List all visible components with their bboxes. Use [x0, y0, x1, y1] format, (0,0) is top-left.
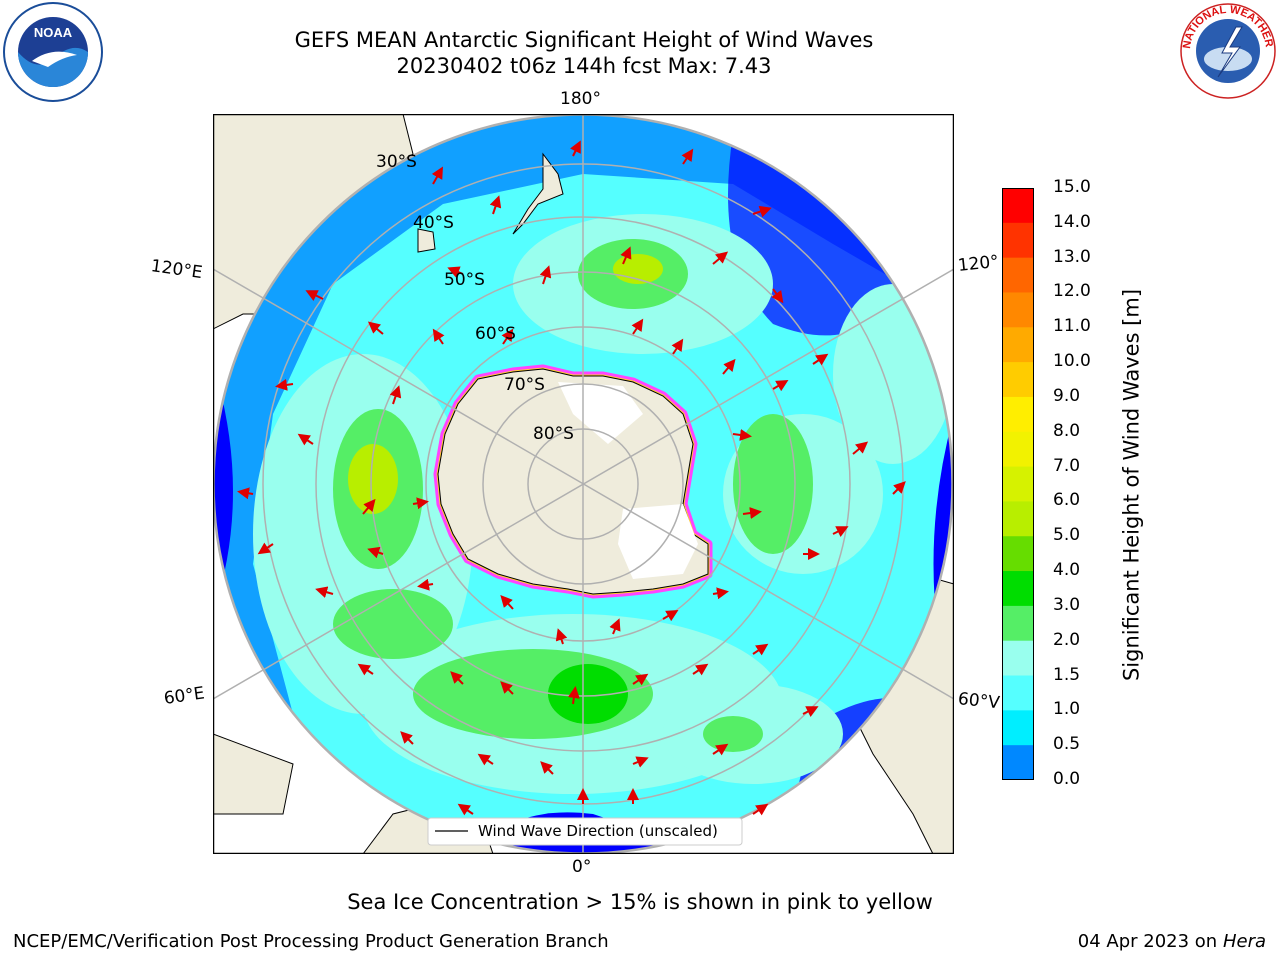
- lon-label-120e: 120°E: [149, 256, 204, 284]
- colorbar-tick-label: 5.0: [1053, 525, 1081, 546]
- colorbar-tick-label: 13.0: [1053, 246, 1091, 267]
- wind-wave-arrows: [237, 140, 906, 816]
- colorbar-cell: [1002, 571, 1034, 607]
- lat-label-30s: 30°S: [376, 152, 417, 172]
- colorbar-tick-label: 1.5: [1053, 664, 1081, 685]
- colorbar-tick-label: 15.0: [1053, 177, 1091, 197]
- colorbar-cell: [1002, 710, 1034, 746]
- colorbar-cell: [1002, 501, 1034, 537]
- colorbar-tick-label: 14.0: [1053, 211, 1091, 232]
- map-legend-label: Wind Wave Direction (unscaled): [478, 822, 718, 840]
- credit-right: 04 Apr 2023 on Hera: [1078, 931, 1266, 952]
- colorbar-cell: [1002, 605, 1034, 642]
- colorbar-tick-label: 0.5: [1053, 734, 1081, 755]
- map-legend: [427, 817, 743, 846]
- colorbar-tick-label: 12.0: [1053, 281, 1091, 302]
- colorbar-tick-label: 8.0: [1053, 420, 1081, 441]
- noaa-logo-icon: NOAA: [3, 2, 103, 102]
- colorbar: [1002, 188, 1034, 780]
- colorbar-cell: [1002, 675, 1034, 711]
- colorbar-title-wrap: Significant Height of Wind Waves [m]: [1102, 185, 1162, 785]
- lon-label-120w: 120°: [956, 251, 1000, 276]
- lat-label-50s: 50°S: [444, 270, 485, 290]
- lat-label-40s: 40°S: [413, 213, 454, 233]
- colorbar-tick-label: 3.0: [1053, 594, 1081, 615]
- colorbar-cell: [1002, 745, 1034, 780]
- colorbar-cell: [1002, 466, 1034, 502]
- colorbar-cell: [1002, 327, 1034, 363]
- colorbar-tick-label: 7.0: [1053, 455, 1081, 476]
- nws-logo-icon: NATIONAL WEATHER SERVICE: [1178, 1, 1276, 99]
- colorbar-cell: [1002, 431, 1034, 468]
- credit-date: 04 Apr 2023 on: [1077, 931, 1218, 952]
- colorbar-tick-label: 0.0: [1053, 769, 1081, 789]
- lon-label-180: 180°: [560, 89, 601, 109]
- colorbar-tick-label: 4.0: [1053, 560, 1081, 581]
- lon-label-60w: 60°V: [956, 689, 1001, 714]
- colorbar-cell: [1002, 536, 1034, 572]
- colorbar-tick-label: 11.0: [1053, 316, 1091, 337]
- colorbar-cell: [1002, 396, 1034, 433]
- colorbar-tick-label: 9.0: [1053, 385, 1081, 406]
- colorbar-tick-label: 6.0: [1053, 490, 1081, 511]
- colorbar-cell: [1002, 188, 1034, 224]
- colorbar-cell: [1002, 640, 1034, 677]
- lat-label-60s: 60°S: [475, 324, 516, 344]
- credit-host: Hera: [1222, 931, 1266, 952]
- lat-label-80s: 80°S: [533, 424, 574, 444]
- colorbar-cell: [1002, 222, 1034, 259]
- lon-label-0: 0°: [572, 857, 592, 877]
- colorbar-cell: [1002, 292, 1034, 328]
- colorbar-cell: [1002, 362, 1034, 398]
- lat-label-70s: 70°S: [504, 375, 545, 395]
- map-panel: [212, 113, 955, 855]
- polar-wave-map: [212, 113, 955, 855]
- colorbar-tick-label: 1.0: [1053, 699, 1081, 720]
- svg-text:NOAA: NOAA: [34, 25, 73, 40]
- colorbar-cell: [1002, 257, 1034, 293]
- chart-title: GEFS MEAN Antarctic Significant Height o…: [294, 28, 874, 52]
- sea-ice-note: Sea Ice Concentration > 15% is shown in …: [347, 890, 933, 914]
- credit-left: NCEP/EMC/Verification Post Processing Pr…: [13, 931, 609, 952]
- lon-label-60e: 60°E: [162, 683, 206, 709]
- chart-subtitle: 20230402 t06z 144h fcst Max: 7.43: [396, 54, 772, 78]
- colorbar-tick-label: 10.0: [1053, 351, 1091, 372]
- colorbar-tick-label: 2.0: [1053, 629, 1081, 650]
- colorbar-title: Significant Height of Wind Waves [m]: [1119, 288, 1144, 682]
